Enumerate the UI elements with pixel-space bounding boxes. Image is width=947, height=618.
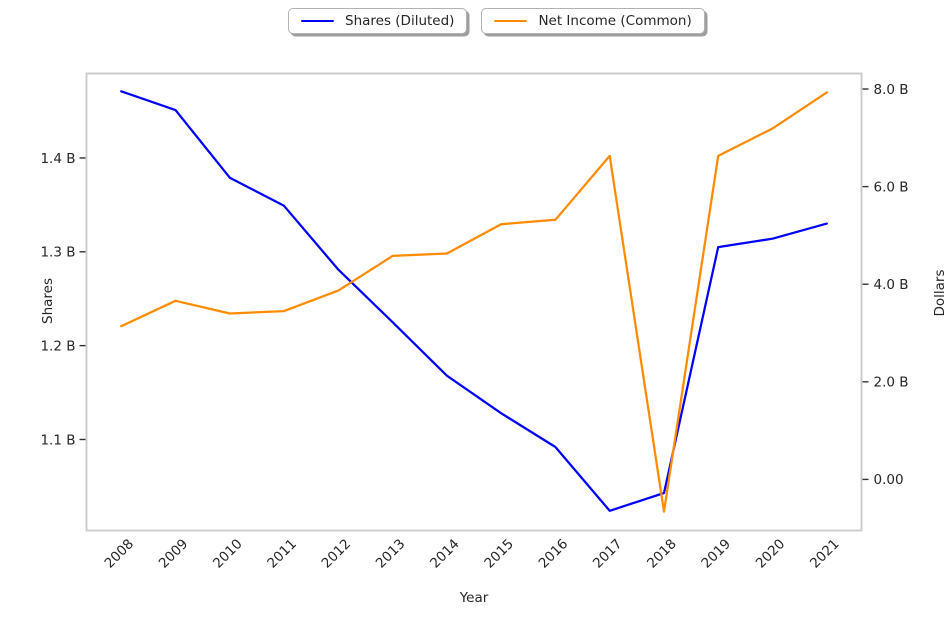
y-right-tick-label: 8.0 B xyxy=(874,82,909,98)
y-right-tick-label: 4.0 B xyxy=(874,277,909,293)
x-axis-label: Year xyxy=(459,590,489,606)
x-tick-label: 2009 xyxy=(156,536,192,572)
line-shares-diluted xyxy=(120,90,828,512)
plot-frame xyxy=(85,72,863,532)
y-left-tick-label: 1.2 B xyxy=(40,338,75,354)
x-tick-label: 2019 xyxy=(698,536,734,572)
x-tick-label: 2021 xyxy=(807,536,843,572)
legend-item-shares: Shares (Diluted) xyxy=(288,8,468,34)
legend: Shares (Diluted) Net Income (Common) xyxy=(288,8,705,34)
legend-line-sample-orange xyxy=(494,19,528,23)
y-right-tick-label: 2.0 B xyxy=(874,375,909,391)
y-left-tick-label: 1.1 B xyxy=(40,432,75,448)
legend-line-sample-blue xyxy=(301,19,334,23)
x-tick-label: 2012 xyxy=(319,536,355,572)
line-net-income-common xyxy=(120,91,828,513)
x-tick-label: 2017 xyxy=(590,536,626,572)
legend-item-net-income: Net Income (Common) xyxy=(481,8,705,34)
x-tick-label: 2013 xyxy=(373,536,409,572)
x-tick-label: 2014 xyxy=(427,536,463,572)
y-right-tick-label: 6.0 B xyxy=(874,179,909,195)
x-tick-label: 2010 xyxy=(210,536,246,572)
x-tick-label: 2018 xyxy=(644,536,680,572)
y-right-tick-label: 0.00 xyxy=(874,472,904,488)
legend-label: Shares (Diluted) xyxy=(345,13,455,29)
legend-label: Net Income (Common) xyxy=(538,13,692,29)
x-tick-label: 2016 xyxy=(536,536,572,572)
x-tick-label: 2015 xyxy=(481,536,517,572)
x-tick-label: 2020 xyxy=(753,536,789,572)
x-tick-label: 2011 xyxy=(264,536,300,572)
x-tick-label: 2008 xyxy=(101,536,137,572)
y-left-tick-label: 1.3 B xyxy=(40,245,75,261)
y-left-tick-label: 1.4 B xyxy=(40,151,75,167)
